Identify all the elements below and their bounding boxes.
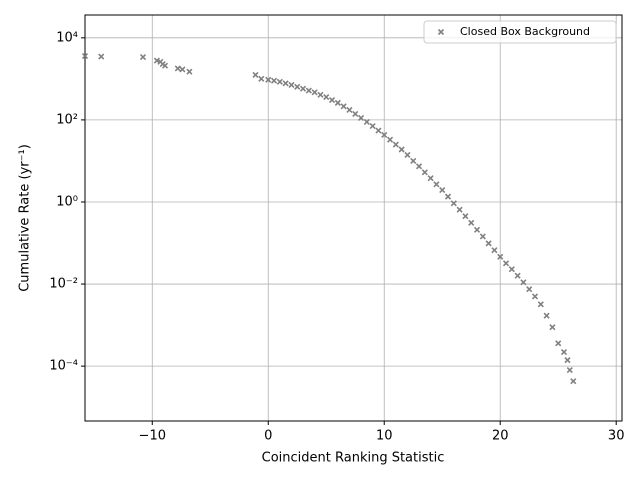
point: [369, 122, 376, 130]
point: [186, 68, 193, 75]
point: [299, 85, 307, 92]
point: [276, 78, 283, 85]
point: [462, 213, 469, 220]
y-tick-label: 10⁻⁴: [49, 359, 78, 374]
point: [340, 103, 347, 110]
point: [258, 75, 265, 82]
point: [570, 378, 577, 385]
point: [508, 266, 515, 273]
y-axis-label: Cumulative Rate (yr⁻¹): [18, 144, 33, 292]
point: [346, 106, 353, 113]
point: [537, 301, 544, 308]
point: [404, 151, 411, 159]
point: [265, 76, 272, 83]
x-tick-label: 10: [376, 429, 393, 444]
point: [323, 94, 330, 101]
point: [179, 66, 186, 73]
y-tick-label: 10⁴: [56, 30, 78, 45]
point: [352, 110, 359, 117]
point: [555, 340, 562, 347]
point: [375, 127, 382, 134]
point: [153, 57, 160, 64]
point: [491, 247, 498, 254]
x-axis-label: Coincident Ranking Statistic: [262, 451, 445, 466]
point: [357, 114, 365, 121]
legend-label: Closed Box Background: [460, 25, 590, 38]
plot-frame: [84, 14, 623, 422]
point: [444, 193, 452, 200]
point: [282, 80, 289, 87]
point: [560, 349, 568, 356]
point: [473, 226, 481, 233]
point: [294, 83, 301, 90]
point: [526, 286, 533, 293]
x-tick-label: 0: [264, 429, 272, 444]
point: [433, 181, 440, 188]
x-tick-label: −10: [139, 429, 166, 444]
point: [139, 53, 147, 61]
point: [421, 169, 428, 176]
point: [564, 357, 571, 364]
point: [363, 118, 370, 126]
point: [520, 279, 527, 286]
point: [502, 260, 510, 267]
x-tick-label: 30: [608, 429, 625, 444]
point: [288, 81, 295, 89]
point: [485, 240, 492, 247]
point: [328, 96, 336, 104]
point: [549, 324, 556, 331]
point: [468, 219, 475, 226]
point: [392, 141, 399, 148]
point: [543, 312, 550, 319]
y-tick-label: 10⁻²: [49, 277, 78, 292]
point: [398, 146, 405, 153]
point: [81, 52, 89, 60]
y-tick-label: 10⁰: [56, 194, 78, 209]
point: [450, 200, 457, 207]
point: [566, 367, 573, 374]
point: [305, 87, 312, 94]
point: [386, 136, 394, 143]
point: [270, 77, 278, 84]
point: [497, 253, 504, 260]
point: [161, 62, 169, 69]
point: [98, 53, 105, 60]
point: [381, 131, 388, 139]
legend-box: [423, 20, 617, 44]
point: [514, 272, 521, 279]
point: [456, 206, 463, 213]
point: [531, 293, 539, 300]
point: [317, 91, 324, 98]
legend-marker: [437, 28, 445, 36]
point: [252, 71, 259, 78]
y-tick-label: 10²: [56, 112, 78, 127]
point: [334, 99, 341, 106]
point: [174, 65, 181, 72]
point: [311, 89, 318, 96]
point: [439, 187, 446, 194]
point: [427, 175, 434, 182]
point: [415, 163, 423, 170]
point: [410, 157, 417, 165]
point: [479, 233, 486, 240]
x-tick-label: 20: [492, 429, 509, 444]
